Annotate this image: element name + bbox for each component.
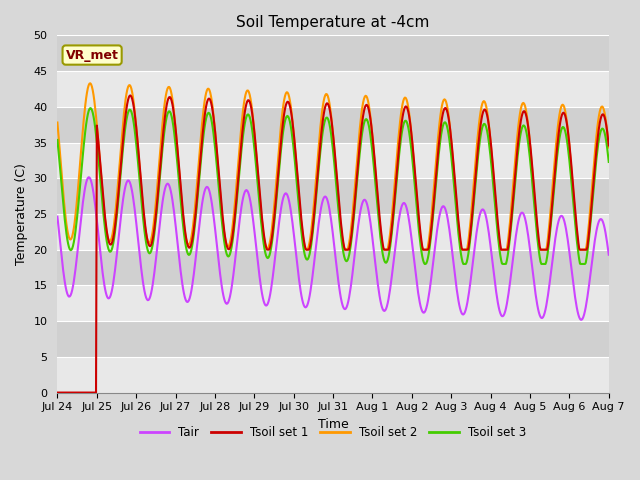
Text: VR_met: VR_met [66, 48, 118, 61]
Legend: Tair, Tsoil set 1, Tsoil set 2, Tsoil set 3: Tair, Tsoil set 1, Tsoil set 2, Tsoil se… [135, 421, 531, 444]
X-axis label: Time: Time [317, 418, 348, 431]
Bar [58, 107, 609, 143]
Bar [58, 71, 609, 107]
Y-axis label: Temperature (C): Temperature (C) [15, 163, 28, 265]
Bar [58, 357, 609, 393]
Bar [58, 286, 609, 321]
Bar [58, 214, 609, 250]
Bar [58, 178, 609, 214]
Bar [58, 36, 609, 71]
Bar [58, 143, 609, 178]
Title: Soil Temperature at -4cm: Soil Temperature at -4cm [236, 15, 430, 30]
Bar [58, 250, 609, 286]
Bar [58, 321, 609, 357]
